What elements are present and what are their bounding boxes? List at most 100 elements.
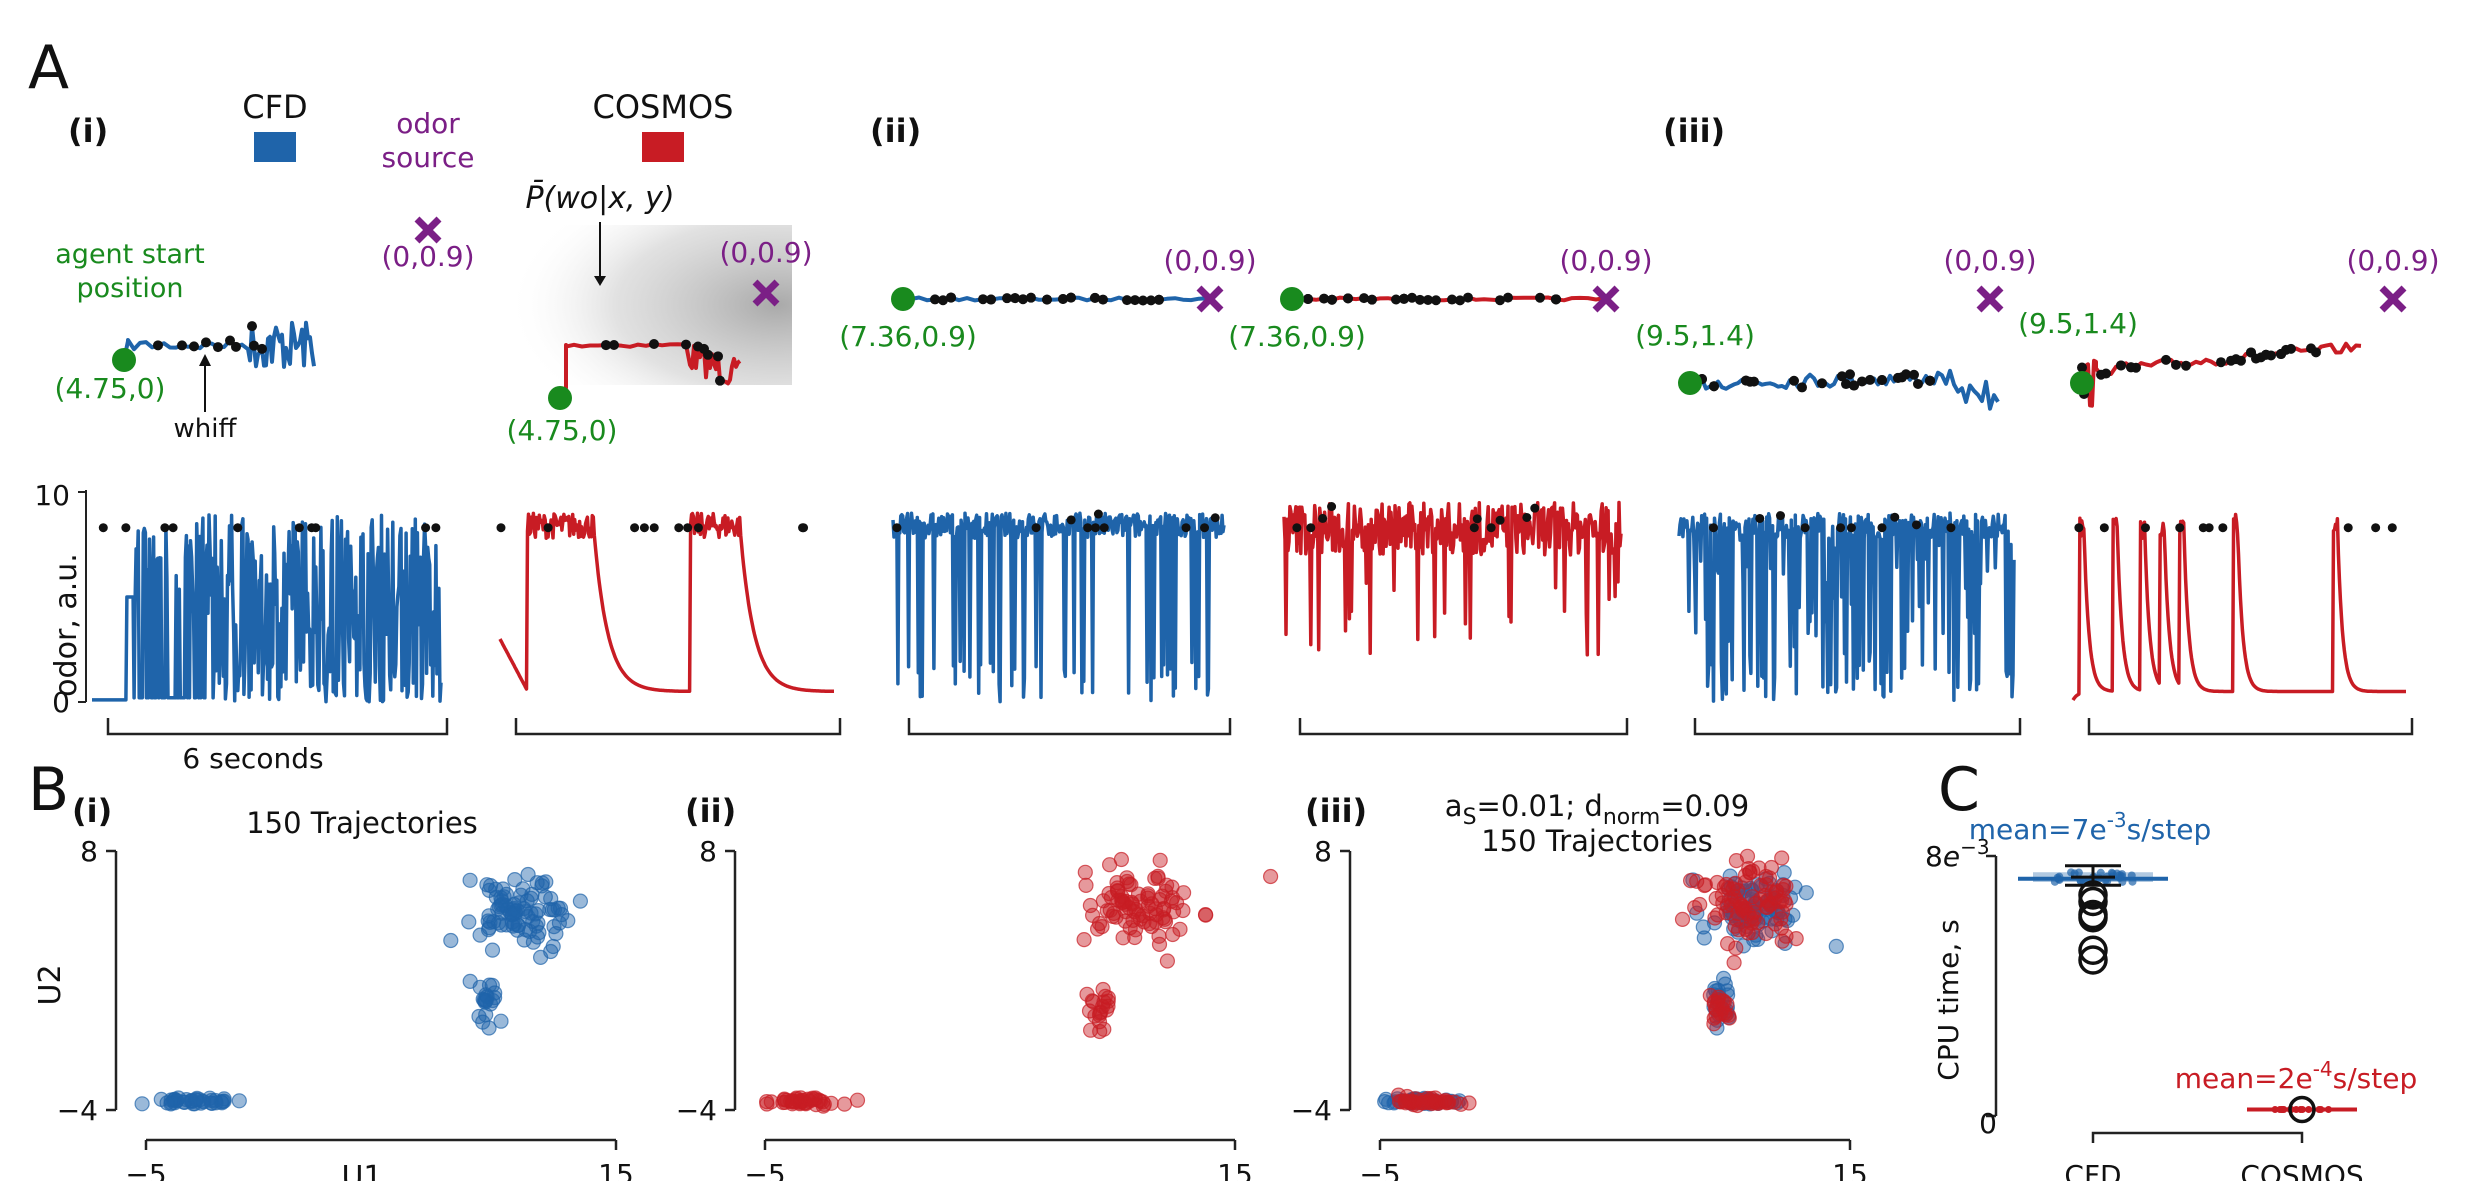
start-position-label: (7.36,0.9) — [839, 320, 977, 353]
odor-whiff-dot — [1708, 523, 1718, 533]
scatter-point-cosmos — [1151, 928, 1167, 944]
time-scale-bracket — [1298, 718, 1629, 736]
scatter-point-cosmos — [1082, 897, 1099, 914]
scatter-point-cosmos — [1728, 940, 1744, 956]
odor-whiff-dot — [674, 523, 684, 533]
cosmos-point — [2278, 1106, 2286, 1113]
whiff-dot — [1146, 295, 1156, 306]
cosmos-outlier — [2288, 1095, 2316, 1124]
whiff-dot — [649, 339, 659, 350]
whiff-dot — [1837, 371, 1847, 382]
odor-trace-4 — [1282, 500, 1629, 736]
odor-whiff-dot — [1800, 523, 1810, 533]
start-position-label: (4.75,0) — [55, 372, 166, 405]
scatter-point-cfd — [505, 918, 521, 934]
odor-whiff-dot — [2198, 523, 2208, 533]
whiff-dot — [1343, 293, 1353, 304]
whiff-dot — [1841, 379, 1851, 390]
scatter-point-cosmos — [1709, 907, 1726, 923]
section-label-iii: (iii) — [1663, 112, 1725, 150]
scatter-point-cfd — [546, 902, 563, 918]
whiff-dot — [1431, 295, 1441, 306]
x-tick-label: −5 — [1359, 1158, 1400, 1181]
scatter-point-cfd — [1696, 930, 1712, 946]
whiff-dot — [153, 340, 163, 351]
trajectory-path — [558, 342, 742, 400]
whiff-dot — [1303, 294, 1313, 305]
scatter-plot-2: 8 −4 −5 15 — [676, 835, 1279, 1181]
odor-whiff-dot — [233, 523, 243, 533]
whiff-dot — [986, 294, 996, 305]
start-marker — [2070, 371, 2094, 395]
scatter-point-cfd — [1695, 919, 1711, 935]
scatter-point-cfd — [493, 1013, 509, 1029]
y-tick-label: −4 — [676, 1094, 717, 1127]
scatter-point-cfd — [495, 881, 511, 897]
odor-source-label: (0,0.9) — [1163, 244, 1256, 277]
scatter-point-cosmos — [1420, 1094, 1436, 1111]
agent-start-line1: agent start — [55, 239, 204, 270]
start-marker — [112, 348, 136, 372]
scatter-point-cosmos — [1774, 850, 1790, 866]
whiff-dot — [257, 343, 267, 354]
scatter-point-cosmos — [1262, 868, 1279, 885]
b1-ylabel: U2 — [33, 964, 68, 1005]
odor-tick-10: 10 — [34, 479, 70, 512]
time-scalebar-label: 6 seconds — [182, 742, 323, 775]
whiff-dot — [1154, 294, 1164, 305]
odor-whiff-dot — [98, 523, 108, 533]
c-ytick-top-base: 8 — [1925, 840, 1943, 873]
scatter-point-cosmos — [836, 1096, 853, 1112]
odor-source-marker — [2379, 285, 2407, 313]
odor-whiff-dot — [1836, 523, 1846, 533]
scatter-point-cosmos — [1127, 929, 1143, 946]
whiff-dot — [601, 340, 611, 351]
scatter-point-cfd — [529, 875, 545, 891]
scatter-point-cosmos — [849, 1092, 866, 1108]
scatter-point-cosmos — [1089, 921, 1106, 937]
odor-whiff-dot — [1327, 502, 1337, 512]
trajectory-i-cfd: (4.75,0) (0,0.9) — [55, 240, 475, 405]
whiff-dot — [1865, 374, 1875, 385]
b3-subtitle-d-sub: norm — [1603, 805, 1661, 830]
cfd-point — [2074, 868, 2083, 877]
scatter-point-cfd — [480, 913, 496, 929]
time-scale-bracket — [106, 718, 449, 736]
scatter-point-cosmos — [1121, 876, 1137, 892]
whiff-arrow-head — [199, 354, 211, 366]
whiff-dot — [1901, 369, 1911, 380]
whiff-dot — [1042, 294, 1052, 305]
scatter-layer: 8 −4 −5 15 8 −4 −5 15 8 −4 −5 15 — [57, 835, 1868, 1181]
start-position-label: (4.75,0) — [507, 414, 618, 447]
panel-b-label: B — [28, 755, 69, 825]
odor-whiff-dot — [421, 523, 431, 533]
scatter-point-cfd — [188, 1092, 204, 1108]
start-marker — [548, 386, 572, 410]
whiff-dot — [1010, 293, 1020, 304]
scatter-point-cfd — [543, 943, 559, 960]
scatter-point-cosmos — [1163, 893, 1179, 909]
odor-whiff-dot — [160, 523, 170, 533]
c-mean-cfd-unit: s/step — [2127, 813, 2212, 846]
scatter-point-cosmos — [1175, 885, 1192, 901]
scatter-point-cfd — [1776, 864, 1792, 881]
scatter-point-cfd — [472, 927, 488, 943]
b3-subtitle: aS=0.01; dnorm=0.09 — [1445, 789, 1749, 830]
cfd-outlier — [2078, 935, 2108, 965]
scatter-point-cosmos — [1744, 863, 1761, 879]
whiff-dot — [1391, 294, 1401, 305]
scatter-point-cfd — [546, 918, 562, 935]
scatter-point-cosmos — [785, 1094, 801, 1110]
scatter-point-cfd — [513, 887, 529, 903]
odor-whiff-dot — [1755, 513, 1765, 523]
scatter-point-cosmos — [1788, 930, 1804, 947]
odor-whiff-dot — [1469, 523, 1479, 533]
scatter-point-cosmos — [759, 1096, 775, 1112]
b3-subtitle-mid: =0.01; d — [1477, 789, 1603, 823]
whiff-dot — [713, 351, 723, 362]
whiff-dot — [1319, 293, 1329, 304]
whiff-dot — [1789, 375, 1799, 386]
whiff-dot — [1423, 294, 1433, 305]
odor-whiff-dot — [1486, 523, 1496, 533]
panel-a: A (i) (ii) (iii) CFD odor source COSMOS … — [28, 33, 2440, 775]
